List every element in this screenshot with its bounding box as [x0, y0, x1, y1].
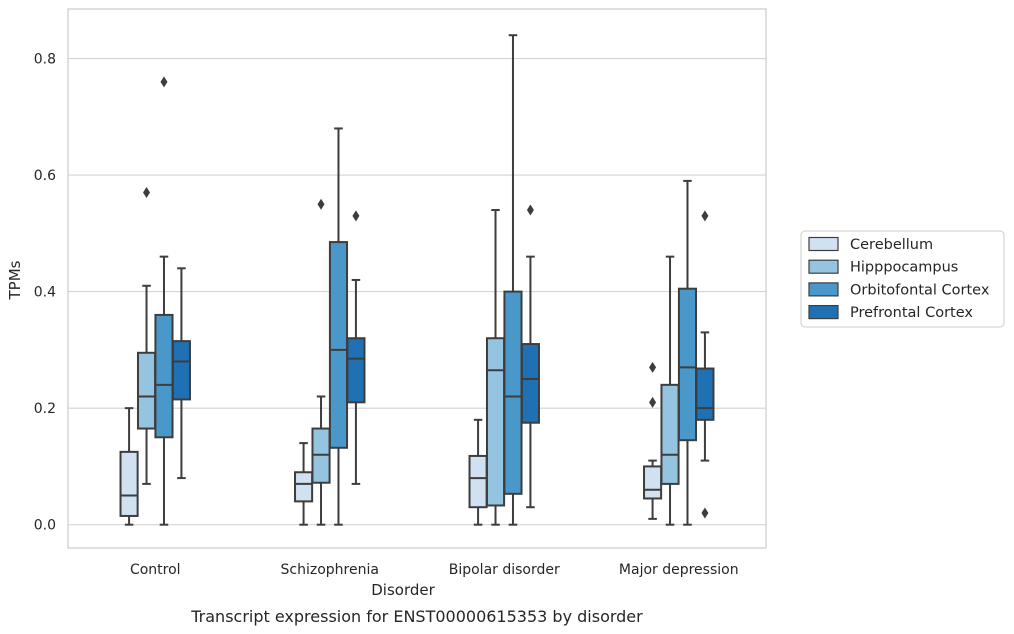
iqr-box [136, 351, 157, 430]
outlier-point [649, 396, 657, 408]
x-axis-label: Disorder [371, 581, 435, 599]
box-cerebellum [643, 361, 663, 520]
iqr-box [695, 367, 715, 421]
x-tick-label: Control [130, 562, 181, 578]
legend-swatch [808, 282, 839, 297]
outlier-point [160, 76, 168, 88]
iqr-box [171, 340, 191, 401]
iqr-box [468, 454, 488, 509]
outlier-point [352, 210, 360, 222]
box-hipppocampus [136, 187, 157, 485]
y-tick-label: 0.0 [34, 518, 56, 534]
box-hipppocampus [660, 255, 680, 526]
outlier-point [649, 361, 657, 373]
legend-label: Prefrontal Cortex [850, 305, 973, 321]
iqr-box [119, 450, 139, 517]
iqr-box [503, 290, 523, 495]
plot-area-frame [67, 8, 767, 549]
figure-caption: Transcript expression for ENST0000061535… [190, 607, 643, 626]
legend-swatch [808, 236, 839, 252]
iqr-box [328, 241, 349, 449]
iqr-box [294, 471, 314, 503]
box-groups [119, 34, 715, 526]
iqr-box [485, 337, 506, 507]
legend-frame [800, 230, 1005, 328]
box-cerebellum [294, 442, 314, 526]
iqr-box [346, 337, 366, 404]
legend-swatch [808, 259, 839, 274]
outlier-point [143, 187, 151, 199]
outlier-point [701, 210, 709, 222]
iqr-box [660, 383, 680, 485]
box-prefrontal-cortex [695, 210, 715, 519]
box-orbitofontal-cortex [503, 34, 523, 526]
iqr-box [520, 343, 540, 424]
y-axis-label: TPMs [6, 260, 24, 300]
box-prefrontal-cortex [171, 267, 191, 480]
outlier-point [317, 198, 325, 210]
legend: Cerebellum Hipppocampus Orbitofontal Corte… [800, 230, 1005, 328]
y-tick-label: 0.6 [34, 168, 56, 184]
legend-label: Orbitofontal Cortex [850, 282, 990, 298]
x-tick-label: Schizophrenia [281, 562, 379, 578]
x-tick-label: Bipolar disorder [449, 562, 560, 578]
box-orbitofontal-cortex [328, 127, 349, 526]
box-orbitofontal-cortex [677, 179, 698, 526]
x-tick-label: Major depression [619, 562, 739, 578]
y-tick-label: 0.2 [34, 401, 56, 417]
legend-label: Cerebellum [850, 237, 933, 253]
legend-label: Hipppocampus [850, 260, 958, 276]
grid-lines [68, 57, 766, 526]
box-prefrontal-cortex [346, 210, 366, 485]
y-tick-label: 0.4 [34, 285, 56, 301]
x-axis-ticks: Control Schizophrenia Bipolar disorder Majo… [130, 562, 739, 578]
box-hipppocampus [485, 209, 506, 526]
box-cerebellum [468, 418, 488, 526]
iqr-box [643, 465, 663, 500]
iqr-box [677, 287, 698, 442]
y-axis-ticks: 0.0 0.2 0.4 0.6 0.8 [34, 52, 56, 534]
y-tick-label: 0.8 [34, 52, 56, 68]
box-hipppocampus [311, 198, 331, 526]
box-prefrontal-cortex [520, 204, 540, 509]
box-orbitofontal-cortex [154, 76, 174, 526]
outlier-point [526, 204, 534, 216]
iqr-box [154, 313, 174, 439]
outlier-point [701, 507, 709, 519]
legend-swatch [808, 305, 839, 320]
box-cerebellum [119, 407, 139, 526]
